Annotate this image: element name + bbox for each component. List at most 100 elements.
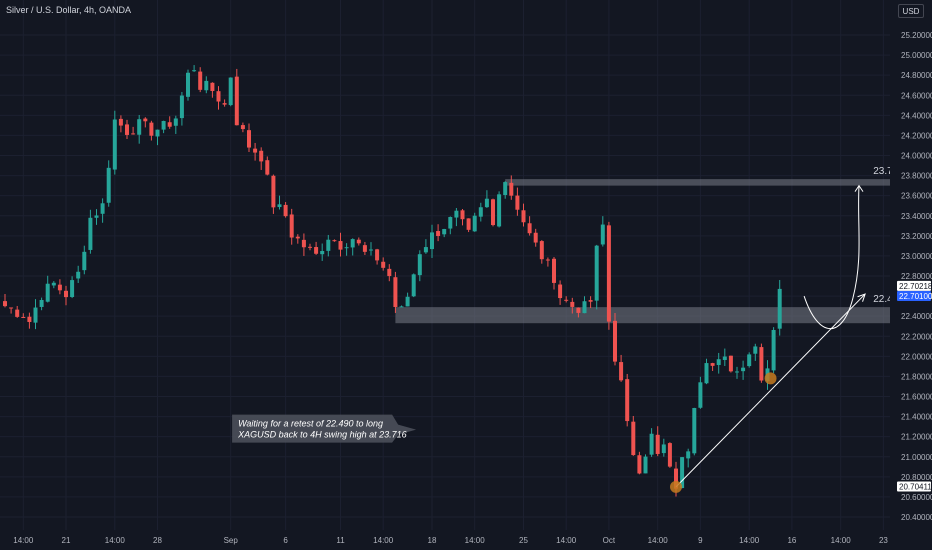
candle-body: [753, 346, 758, 354]
candle-body: [332, 240, 337, 242]
candle-body: [564, 299, 569, 301]
candle-body: [625, 379, 630, 422]
price-tag-label: 20.70411: [899, 482, 932, 491]
candle-body: [137, 119, 142, 135]
time-tick-label: 23: [879, 536, 888, 545]
candle-body: [661, 444, 666, 454]
price-tick-label: 24.20000: [901, 131, 932, 140]
time-tick-label: 14:00: [739, 536, 760, 545]
candle-body: [619, 362, 624, 381]
candle-body: [173, 118, 178, 126]
candle-body: [558, 284, 563, 299]
price-tag-label: 22.70100: [899, 292, 932, 301]
candle-body: [527, 223, 532, 234]
time-tick-label: Sep: [224, 536, 239, 545]
time-tick-label: 11: [336, 536, 345, 545]
candle-body: [637, 455, 642, 474]
time-tick-label: 14:00: [13, 536, 34, 545]
resistance-zone: [505, 179, 908, 186]
candle-body: [118, 118, 123, 126]
candle-body: [39, 299, 44, 307]
time-tick-label: Oct: [603, 536, 616, 545]
price-tag: [897, 280, 931, 291]
last-price-tag: [897, 290, 931, 301]
trendline-arrowhead: [857, 293, 866, 302]
price-tick-label: 22.00000: [901, 352, 932, 361]
candle-body: [301, 239, 306, 248]
price-tick-label: 24.00000: [901, 152, 932, 161]
price-tag-label: 22.70218: [899, 282, 932, 291]
candle-body: [277, 204, 282, 208]
candle-body: [204, 80, 209, 91]
candle-body: [735, 371, 739, 373]
candle-body: [777, 288, 782, 329]
price-tick-label: 24.60000: [901, 91, 932, 100]
candle-body: [314, 247, 319, 254]
candle-body: [222, 103, 227, 105]
candle-body: [198, 71, 203, 90]
candle-body: [521, 210, 526, 223]
candle-body: [234, 76, 239, 126]
candle-body: [326, 239, 331, 251]
candle-body: [15, 309, 20, 317]
time-tick-label: 14:00: [373, 536, 394, 545]
candle-body: [344, 247, 349, 249]
candle-body: [131, 133, 136, 135]
candle-body: [423, 247, 428, 253]
projection-path: [803, 185, 860, 329]
time-tick-label: 28: [153, 536, 162, 545]
projection-arrowhead: [854, 184, 864, 192]
price-tick-label: 23.80000: [901, 172, 932, 181]
candle-body: [57, 284, 62, 291]
candle-body: [545, 259, 550, 261]
candle-body: [161, 120, 166, 130]
candle-body: [216, 91, 221, 102]
time-tick-label: 21: [62, 536, 71, 545]
candle-body: [51, 282, 56, 286]
price-tick-label: 22.80000: [901, 272, 932, 281]
price-axis[interactable]: 25.20000 25.00000 24.80000 24.60000 24.40000…: [890, 0, 932, 550]
price-axis-bg: [890, 0, 932, 550]
price-tick-label: 21.80000: [901, 372, 932, 381]
price-tick-label: 24.40000: [901, 111, 932, 120]
candle-body: [430, 232, 434, 250]
candle-body: [393, 277, 398, 307]
candle-body: [143, 118, 148, 122]
callout-line-1: Waiting for a retest of 22.490 to long: [238, 419, 383, 429]
candle-body: [338, 241, 343, 250]
candle-body: [228, 77, 233, 106]
price-tag: [897, 481, 931, 492]
candle-body: [265, 160, 270, 175]
candle-body: [722, 356, 727, 361]
candle-body: [125, 124, 129, 135]
candle-body: [582, 301, 587, 314]
candle-body: [362, 245, 367, 252]
price-tick-label: 23.20000: [901, 232, 932, 241]
currency-button[interactable]: USD: [898, 4, 924, 18]
trendline: [675, 293, 866, 488]
candle-body: [308, 246, 312, 248]
candle-body: [149, 122, 154, 136]
price-tick-label: 23.60000: [901, 192, 932, 201]
drawings-layer: Waiting for a retest of 22.490 to longXA…: [232, 184, 866, 493]
time-tick-label: 25: [519, 536, 528, 545]
candle-body: [64, 290, 68, 298]
candle-body: [655, 434, 660, 454]
candle-body: [533, 232, 538, 243]
time-tick-label: 9: [698, 536, 703, 545]
price-tick-label: 22.20000: [901, 332, 932, 341]
candle-body: [3, 301, 7, 307]
time-axis[interactable]: 14:00 21 14:00 28 Sep 6 11 14:00 18 14:00 25 14:00 O…: [0, 530, 932, 550]
time-tick-label: 14:00: [648, 536, 669, 545]
candle-body: [491, 199, 495, 226]
price-tick-label: 20.60000: [901, 493, 932, 502]
candle-body: [411, 274, 416, 297]
candle-body: [472, 215, 477, 232]
candle-body: [680, 457, 685, 489]
candle-body: [387, 268, 392, 277]
candle-body: [667, 443, 672, 467]
candle-body: [112, 119, 117, 170]
candle-body: [295, 236, 300, 239]
candle-body: [478, 207, 483, 217]
